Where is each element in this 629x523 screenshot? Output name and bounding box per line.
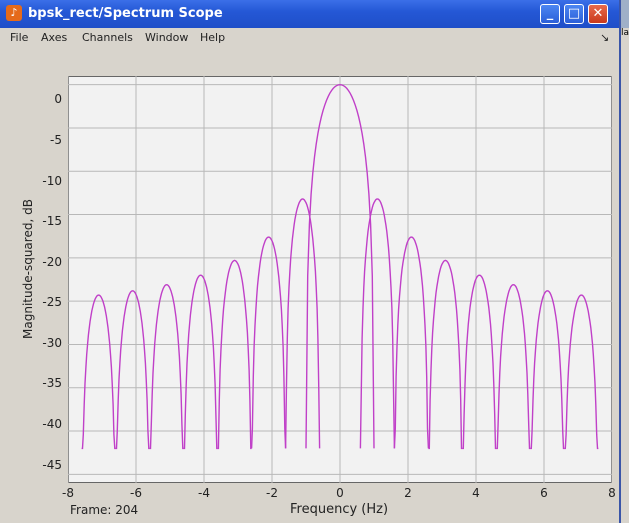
y-tick-label: 0 [54,92,62,106]
spectrum-lobe [359,198,396,449]
x-tick-label: 4 [472,486,480,500]
spectrum-lobe [284,198,321,449]
y-tick-label: -15 [42,214,62,228]
close-button[interactable]: ✕ [588,4,608,24]
spectrum-lobe [462,274,497,450]
y-tick-label: -5 [50,133,62,147]
menu-channels[interactable]: Channels [82,31,133,44]
spectrum-lobe [115,290,150,450]
window-title: bpsk_rect/Spectrum Scope [28,6,223,21]
background-window-text: la [621,28,629,38]
frame-counter: Frame: 204 [70,503,139,517]
spectrum-lobe [183,274,218,450]
y-tick-label: -45 [42,458,62,472]
matlab-icon: ♪ [6,5,22,21]
spectrum-lobe [250,236,287,449]
spectrum-plot [68,76,612,483]
x-tick-label: -8 [62,486,74,500]
x-tick-label: 6 [540,486,548,500]
spectrum-lobe [149,283,184,450]
background-window-edge: la [621,28,629,523]
y-tick-label: -30 [42,336,62,350]
y-tick-label: -40 [42,417,62,431]
y-tick-label: -25 [42,295,62,309]
spectrum-lobe [530,290,565,450]
x-tick-label: 8 [608,486,616,500]
x-tick-label: 2 [404,486,412,500]
maximize-button[interactable]: □ [564,4,584,24]
y-tick-label: -20 [42,255,62,269]
spectrum-lobe [305,83,375,449]
x-tick-label: -6 [130,486,142,500]
menu-bar: File Axes Channels Window Help ↘ [0,28,619,48]
menu-window[interactable]: Window [145,31,189,44]
spectrum-lobe [496,283,531,450]
menu-file[interactable]: File [10,31,29,44]
x-axis-label: Frequency (Hz) [290,502,389,517]
menu-overflow-icon[interactable]: ↘ [600,31,610,44]
y-tick-label: -35 [42,376,62,390]
spectrum-lobe [393,236,430,449]
x-tick-label: -4 [198,486,210,500]
y-axis-label: Magnitude-squared, dB [21,199,35,339]
y-tick-label: -10 [42,174,62,188]
spectrum-lobe [81,294,116,450]
spectrum-lobe [428,259,463,450]
spectrum-lobe [217,259,252,450]
minimize-button[interactable]: _ [540,4,560,24]
title-bar[interactable]: ♪ bpsk_rect/Spectrum Scope _ □ ✕ [0,0,619,28]
menu-axes[interactable]: Axes [41,31,68,44]
spectrum-lobe [564,294,599,450]
x-tick-label: -2 [266,486,278,500]
menu-help[interactable]: Help [200,31,226,44]
x-tick-label: 0 [336,486,344,500]
